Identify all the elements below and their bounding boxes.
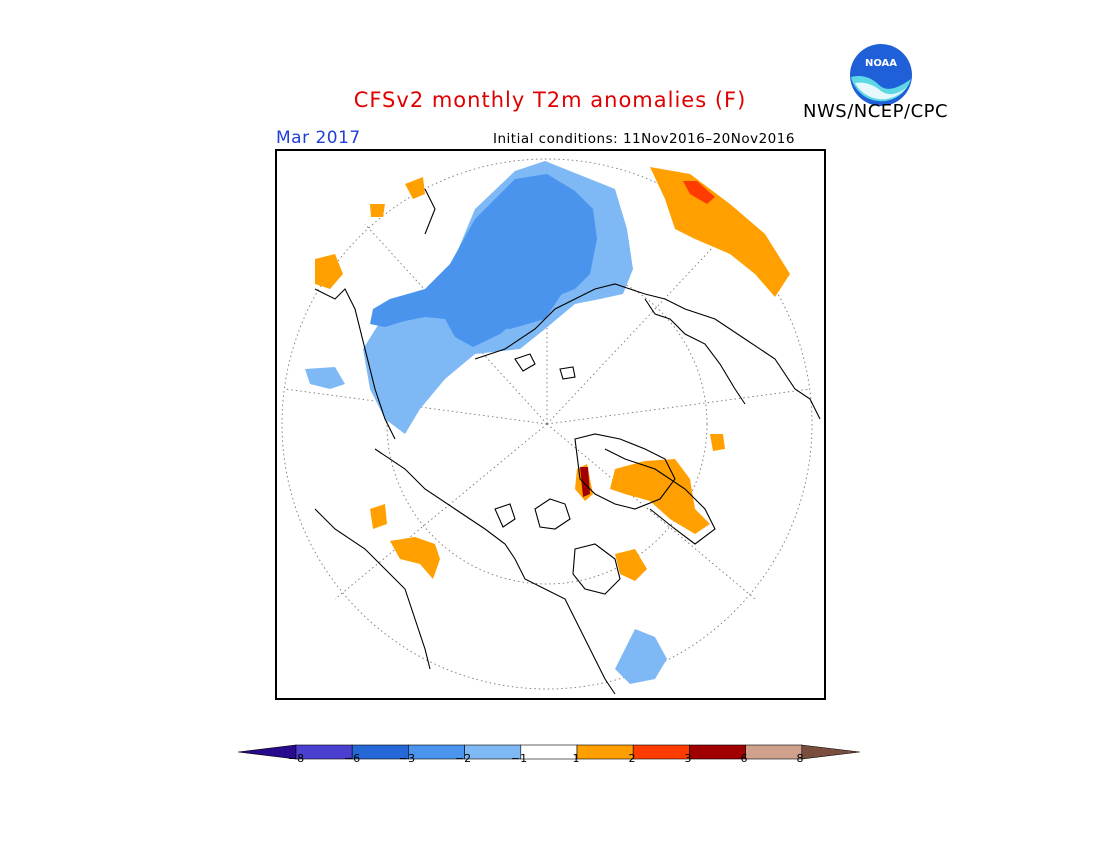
warm-anomaly-region-pacific-2 <box>405 177 425 199</box>
colorbar-tick: 6 <box>740 752 748 765</box>
colorbar-tick: 1 <box>572 752 580 765</box>
chart-title: CFSv2 monthly T2m anomalies (F) <box>353 88 747 112</box>
cold-anomaly-light-region-3 <box>615 629 667 684</box>
colorbar-tick: −2 <box>454 752 472 765</box>
warm-anomaly-region-pacific-3 <box>370 204 385 217</box>
coastline-north-america <box>374 448 616 695</box>
cold-anomaly-moderate-region-2 <box>455 254 565 329</box>
coastline-baffin <box>534 498 571 530</box>
noaa-logo: NOAA <box>850 44 912 106</box>
colorbar-tick: −6 <box>343 752 361 765</box>
cold-anomaly-light-region-2 <box>305 367 345 389</box>
coastline-asia <box>424 188 821 420</box>
warm-anomaly-strong-greenland <box>580 467 590 497</box>
colorbar-tick: −1 <box>510 752 528 765</box>
warm-anomaly-strong-east-asia <box>683 181 715 204</box>
coastline-hudson <box>572 543 621 595</box>
warm-anomaly-region-east-asia <box>650 167 790 297</box>
colorbar-tick: 3 <box>684 752 692 765</box>
noaa-logo-text: NOAA <box>865 58 897 69</box>
colorbar-tick: 8 <box>796 752 804 765</box>
coastline-europe <box>604 448 716 545</box>
warm-anomaly-region-aleutian <box>370 504 387 529</box>
valid-month-label: Mar 2017 <box>276 128 361 148</box>
warm-anomaly-region-europe <box>610 459 710 534</box>
colorbar-tick: −8 <box>287 752 305 765</box>
agency-label: NWS/NCEP/CPC <box>803 101 949 122</box>
polar-anomaly-map <box>275 149 826 700</box>
coastline-kamchatka <box>314 288 396 440</box>
colorbar-ticks: −8 −6 −3 −2 −1 1 2 3 6 8 <box>0 752 1100 772</box>
warm-anomaly-region-canada <box>615 549 647 581</box>
coastline-islands <box>494 353 576 528</box>
coastline-china <box>644 298 746 405</box>
coastline-greenland <box>574 433 676 510</box>
initial-conditions-label: Initial conditions: 11Nov2016–20Nov2016 <box>493 131 795 147</box>
warm-anomaly-region-svalbard <box>710 434 725 451</box>
colorbar-tick: 2 <box>628 752 636 765</box>
coastlines <box>314 188 821 695</box>
colorbar-arrow-high <box>801 744 860 760</box>
anomaly-shading <box>305 161 790 684</box>
coastline-west-coast <box>314 508 431 670</box>
warm-anomaly-region-pacific <box>315 254 343 289</box>
colorbar-tick: −3 <box>398 752 416 765</box>
warm-anomaly-region-alaska <box>390 537 440 579</box>
colorbar <box>238 744 860 760</box>
